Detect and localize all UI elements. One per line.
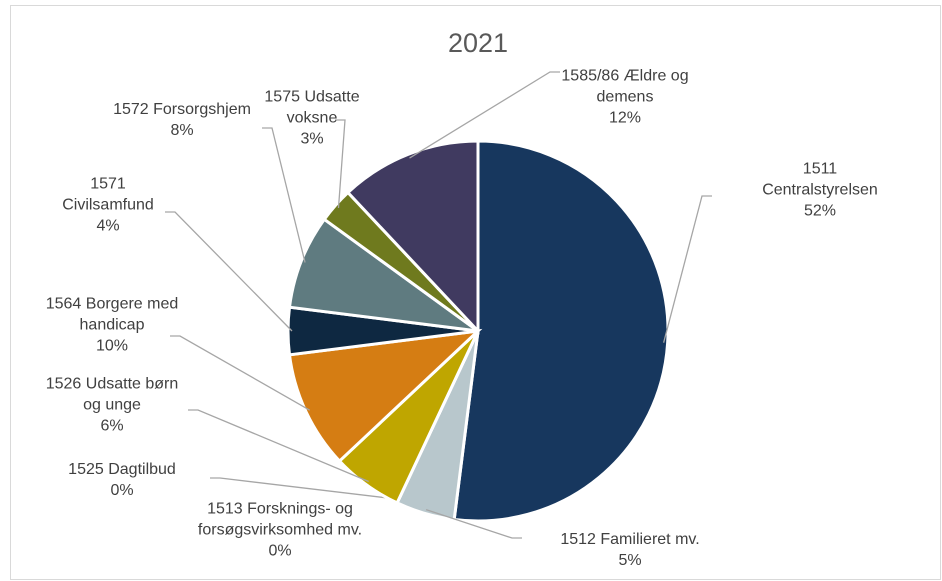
leader-line [210,477,399,500]
leader-line [165,211,293,332]
value-label: 5% [618,552,642,569]
category-label: 1513 Forsknings- og forsøgsvirksomhed mv… [197,500,363,539]
data-label: 1572 Forsorgshjem 8% [112,99,252,141]
category-label: 1571 Civilsamfund [62,175,154,214]
chart-border [10,5,941,580]
leader-line [409,71,560,159]
pie-slice [287,328,483,464]
pie-slice [345,139,480,335]
value-label: 10% [95,337,129,355]
data-label: 1512 Familieret mv. 5% [535,529,725,571]
category-label: 1511 Centralstyrelsen [762,160,878,199]
value-label: 3% [300,130,324,148]
category-label: 1585/86 Ældre og demens [561,67,689,106]
data-label: 1585/86 Ældre og demens 12% [550,66,700,129]
category-label: 1564 Borgere med handicap [45,295,179,334]
data-label: 1571 Civilsamfund 4% [53,174,163,237]
category-label: 1525 Dagtilbud [68,461,176,478]
value-label: 52% [803,202,837,220]
data-label: 1575 Udsatte voksne 3% [257,87,367,150]
category-label: 1512 Familieret mv. [560,531,700,548]
data-label: 1525 Dagtilbud 0% [27,459,217,501]
leader-line [188,409,369,483]
leader-line [335,119,346,209]
data-label: 1513 Forsknings- og forsøgsvirksomhed mv… [165,499,395,562]
pie-slice [452,139,670,523]
leader-line [170,335,311,411]
pie-slice [287,217,479,333]
value-label: 6% [100,417,124,435]
category-label: 1572 Forsorgshjem [113,101,251,118]
category-label: 1526 Udsatte børn og unge [45,375,179,414]
value-label: 0% [110,482,134,499]
chart-title: 2021 [448,28,508,58]
data-label: 1564 Borgere med handicap 10% [42,294,182,357]
value-label: 12% [608,109,642,127]
data-label: 1511 Centralstyrelsen 52% [755,159,885,222]
leader-line [262,127,306,263]
leader-line [663,195,712,343]
data-label: 1526 Udsatte børn og unge 6% [42,374,182,437]
leader-line [425,508,522,539]
value-label: 8% [170,122,194,139]
value-label: 4% [96,217,120,235]
value-label: 0% [268,542,292,560]
category-label: 1575 Udsatte voksne [264,88,360,127]
